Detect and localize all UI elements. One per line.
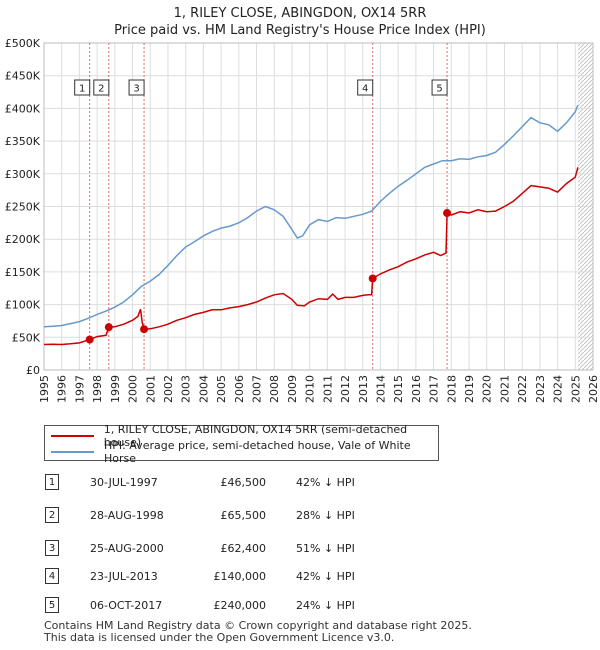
y-tick-label: £250K [5, 201, 41, 214]
x-tick-label: 2001 [144, 375, 157, 403]
sale-label-number: 5 [436, 84, 442, 95]
legend-label-hpi: HPI: Average price, semi-detached house,… [103, 439, 411, 465]
sale-label-box [93, 79, 110, 96]
x-tick-label: 2014 [374, 375, 387, 403]
x-tick-label: 2016 [410, 375, 423, 403]
sale-hpi-diff: 42% ↓ HPI [296, 570, 355, 583]
x-tick-label: 2010 [304, 375, 317, 403]
x-tick-label: 2024 [552, 375, 565, 403]
x-tick-label: 2026 [587, 375, 600, 403]
sale-number: 4 [45, 568, 59, 584]
y-tick-label: £450K [5, 70, 41, 83]
sale-hpi-diff: 28% ↓ HPI [296, 509, 355, 522]
sale-date: 30-JUL-1997 [90, 476, 158, 489]
legend-label-property: 1, RILEY CLOSE, ABINGDON, OX14 5RR (semi… [103, 423, 408, 449]
y-tick-label: £500K [5, 37, 41, 50]
table-row: 5 06-OCT-2017 £240,000 24% ↓ HPI [44, 595, 404, 615]
x-tick-label: 2012 [339, 375, 352, 403]
sale-date: 06-OCT-2017 [90, 599, 163, 612]
chart-subtitle: Price paid vs. HM Land Registry's House … [114, 23, 486, 38]
y-tick-label: £400K [5, 102, 41, 115]
plot-border [43, 42, 594, 371]
sale-number: 2 [45, 507, 59, 523]
y-tick-label: £350K [5, 135, 41, 148]
sale-date: 25-AUG-2000 [90, 542, 164, 555]
x-tick-label: 2011 [321, 375, 334, 403]
sale-price: £65,500 [220, 509, 267, 522]
sale-point [368, 274, 377, 283]
sale-point [104, 323, 113, 332]
sale-point [85, 335, 94, 344]
sale-price: £140,000 [213, 570, 267, 583]
legend-red-line [51, 435, 94, 437]
x-tick-label: 2009 [286, 375, 299, 403]
footer-licence: This data is licensed under the Open Gov… [44, 631, 395, 644]
legend-item-property: 1, RILEY CLOSE, ABINGDON, OX14 5RR (semi… [51, 423, 438, 449]
x-tick-label: 2019 [463, 375, 476, 403]
x-tick-label: 2007 [251, 375, 264, 403]
x-tick-label: 1995 [38, 375, 51, 403]
sale-date: 23-JUL-2013 [90, 570, 158, 583]
x-tick-label: 2017 [428, 375, 441, 403]
chart-title: 1, RILEY CLOSE, ABINGDON, OX14 5RR [173, 6, 427, 21]
x-tick-label: 2003 [180, 375, 193, 403]
sale-number: 1 [45, 474, 59, 490]
sale-price: £46,500 [220, 476, 267, 489]
sale-hpi-diff: 51% ↓ HPI [296, 542, 355, 555]
sale-label-number: 1 [79, 84, 85, 95]
y-tick-label: £300K [5, 168, 41, 181]
y-tick-label: £0 [26, 364, 40, 377]
table-row: 2 28-AUG-1998 £65,500 28% ↓ HPI [44, 505, 404, 525]
x-tick-label: 2015 [392, 375, 405, 403]
sale-hpi-diff: 24% ↓ HPI [296, 599, 355, 612]
x-tick-label: 2018 [445, 375, 458, 403]
hpi-line [43, 104, 579, 328]
sale-price: £240,000 [213, 599, 267, 612]
x-tick-label: 2013 [357, 375, 370, 403]
sale-price: £62,400 [220, 542, 267, 555]
property-price-line [43, 167, 579, 346]
sale-hpi-diff: 42% ↓ HPI [296, 476, 355, 489]
table-row: 1 30-JUL-1997 £46,500 42% ↓ HPI [44, 472, 404, 492]
x-tick-label: 2021 [498, 375, 511, 403]
x-tick-label: 2005 [215, 375, 228, 403]
legend-item-hpi: HPI: Average price, semi-detached house,… [51, 439, 438, 465]
sale-label-box [431, 79, 448, 96]
y-tick-label: £150K [5, 266, 41, 279]
y-tick-label: £100K [5, 299, 41, 312]
legend: 1, RILEY CLOSE, ABINGDON, OX14 5RR (semi… [44, 423, 439, 465]
sale-label-box [128, 79, 145, 96]
sale-label-number: 2 [98, 84, 104, 95]
sale-label-box [357, 79, 374, 96]
y-tick-label: £50K [12, 331, 41, 344]
sale-date: 28-AUG-1998 [90, 509, 164, 522]
sale-point [443, 209, 452, 218]
price-chart: £0 £50K £100K £150K £200K £250K £300K £350K £400… [5, 37, 600, 403]
sale-point [140, 325, 149, 334]
x-tick-label: 2006 [233, 375, 246, 403]
x-tick-label: 2022 [516, 375, 529, 403]
y-tick-label: £200K [5, 233, 41, 246]
legend-blue-line [51, 451, 94, 453]
x-tick-label: 1999 [109, 375, 122, 403]
x-tick-label: 2000 [127, 375, 140, 403]
x-tick-label: 2002 [162, 375, 175, 403]
x-tick-label: 2023 [534, 375, 547, 403]
x-tick-label: 2025 [569, 375, 582, 403]
table-row: 3 25-AUG-2000 £62,400 51% ↓ HPI [44, 538, 404, 558]
x-tick-label: 1997 [73, 375, 86, 403]
x-tick-label: 2020 [481, 375, 494, 403]
footer-copyright: Contains HM Land Registry data © Crown c… [44, 619, 472, 632]
table-row: 4 23-JUL-2013 £140,000 42% ↓ HPI [44, 566, 404, 586]
sale-label-number: 3 [133, 84, 139, 95]
x-tick-label: 2004 [197, 375, 210, 403]
sale-number: 3 [45, 540, 59, 556]
x-tick-label: 2008 [268, 375, 281, 403]
x-tick-label: 1998 [91, 375, 104, 403]
x-tick-label: 1996 [56, 375, 69, 403]
sale-label-box [74, 79, 91, 96]
sale-label-number: 4 [362, 84, 368, 95]
sale-number: 5 [45, 597, 59, 613]
